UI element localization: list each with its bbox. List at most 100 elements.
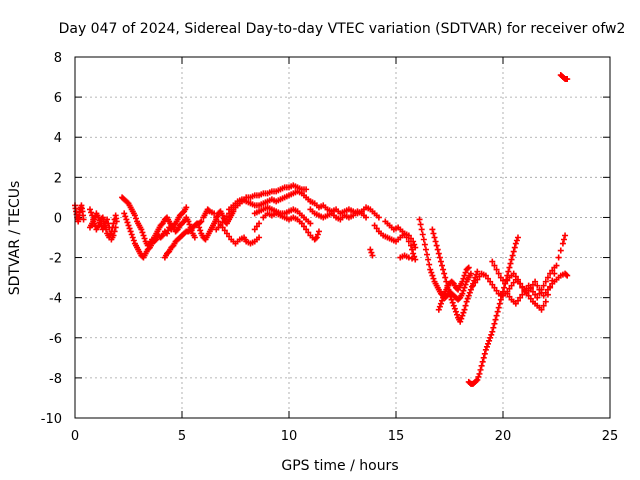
data-point (551, 264, 558, 271)
data-point (514, 234, 521, 241)
data-point (439, 297, 446, 304)
data-point (504, 277, 511, 284)
data-point (128, 231, 135, 238)
data-point (428, 269, 435, 276)
data-point (476, 273, 483, 280)
data-point (461, 284, 468, 291)
data-point (559, 240, 566, 247)
data-point (221, 227, 228, 234)
data-point (439, 262, 446, 269)
x-tick-label: 15 (388, 429, 405, 444)
data-point (183, 204, 190, 211)
data-point (421, 241, 428, 248)
data-point (173, 227, 180, 234)
data-point (481, 350, 488, 357)
data-point (96, 217, 103, 224)
plot-frame (74, 56, 611, 419)
data-point (475, 373, 482, 380)
data-point (125, 222, 132, 229)
data-point (369, 252, 376, 259)
data-point (256, 234, 263, 241)
data-point (417, 221, 424, 228)
data-point (506, 285, 513, 292)
data-point (482, 272, 489, 279)
data-point (437, 300, 444, 307)
data-point (555, 254, 562, 261)
data-point (532, 278, 539, 285)
data-point (474, 376, 481, 383)
data-point (490, 324, 497, 331)
data-point (480, 354, 487, 361)
data-point (459, 312, 466, 319)
data-point (110, 232, 117, 239)
data-point (495, 270, 502, 277)
data-point (158, 233, 165, 240)
data-point (449, 299, 456, 306)
data-point (460, 309, 467, 316)
data-point (517, 280, 524, 287)
data-point (547, 283, 554, 290)
data-point (564, 272, 571, 279)
data-point (474, 276, 481, 283)
data-point (514, 297, 521, 304)
data-point (479, 358, 486, 365)
data-point (487, 334, 494, 341)
data-point (416, 216, 423, 223)
y-tick-label: -6 (49, 332, 62, 347)
data-point (180, 219, 187, 226)
data-point (470, 282, 477, 289)
data-point (540, 282, 547, 289)
data-point (492, 316, 499, 323)
data-point (544, 286, 551, 293)
data-point (502, 280, 509, 287)
data-point (467, 286, 474, 293)
data-point (405, 238, 412, 245)
data-point (540, 302, 547, 309)
data-point (497, 274, 504, 281)
data-point (478, 362, 485, 369)
data-point (165, 249, 172, 256)
data-point (219, 212, 226, 219)
data-point (215, 218, 222, 225)
data-point (532, 291, 539, 298)
data-point (169, 243, 176, 250)
data-point (139, 229, 146, 236)
data-point (452, 308, 459, 315)
data-point (477, 366, 484, 373)
data-point (256, 220, 263, 227)
data-point (466, 289, 473, 296)
data-point (436, 254, 443, 261)
data-point (368, 249, 375, 256)
data-point (424, 251, 431, 258)
data-point (459, 278, 466, 285)
data-point (221, 216, 228, 223)
data-point (476, 370, 483, 377)
data-point (86, 206, 93, 213)
data-point (495, 304, 502, 311)
data-point (462, 269, 469, 276)
data-point (486, 337, 493, 344)
data-point (220, 215, 227, 222)
data-point (223, 213, 230, 220)
data-point (540, 292, 547, 299)
data-point (141, 235, 148, 242)
data-point (462, 302, 469, 309)
data-point (506, 293, 513, 300)
data-point (527, 295, 534, 302)
y-axis-label: SDTVAR / TECUs (7, 181, 23, 296)
data-point (436, 303, 443, 310)
data-point (440, 266, 447, 273)
data-point (113, 218, 120, 225)
data-point (132, 215, 139, 222)
data-point (459, 290, 466, 297)
y-tick-label: -10 (41, 412, 62, 427)
data-point (145, 245, 152, 252)
data-point (461, 272, 468, 279)
data-point (197, 227, 204, 234)
x-tick-label: 25 (602, 429, 619, 444)
data-point (437, 258, 444, 265)
data-point (494, 308, 501, 315)
data-point (399, 228, 406, 235)
data-point (409, 255, 416, 262)
